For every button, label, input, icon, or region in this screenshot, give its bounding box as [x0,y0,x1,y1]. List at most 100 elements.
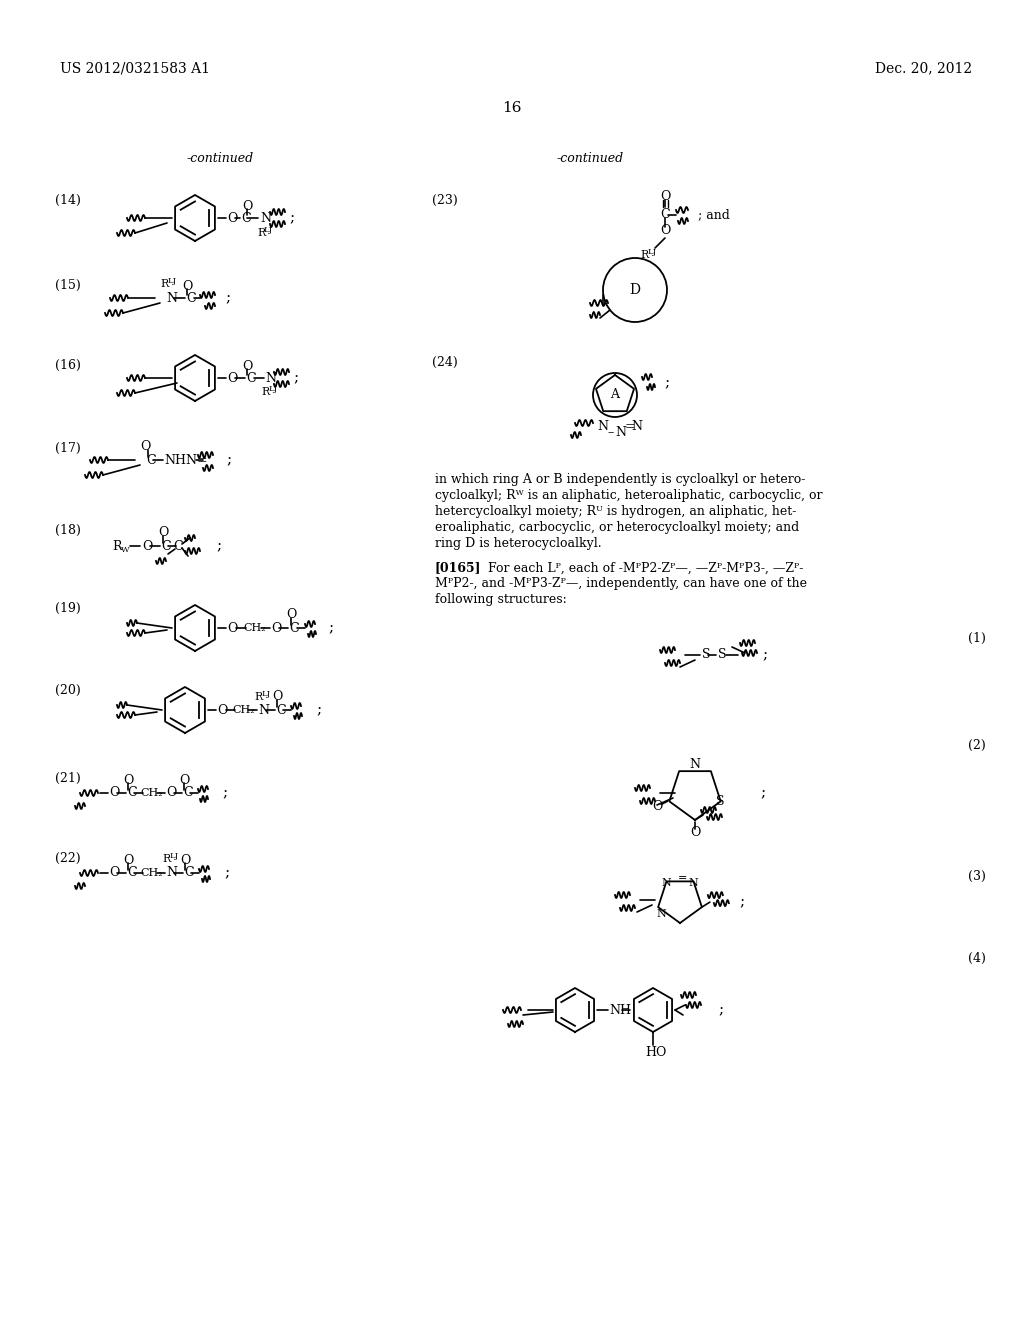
Text: (23): (23) [432,194,458,206]
Text: eroaliphatic, carbocyclic, or heterocycloalkyl moiety; and: eroaliphatic, carbocyclic, or heterocycl… [435,521,800,535]
Text: –: – [607,426,613,440]
Text: O: O [179,774,189,787]
Text: (14): (14) [55,194,81,206]
Text: following structures:: following structures: [435,594,566,606]
Text: ;: ; [222,785,227,800]
Text: LJ: LJ [269,385,278,393]
Text: R: R [254,692,262,702]
Text: -continued: -continued [186,152,254,165]
Text: N: N [662,878,671,888]
Text: =: = [625,421,636,433]
Text: N: N [631,421,642,433]
Text: LJ: LJ [170,851,179,861]
Text: N: N [166,866,177,879]
Text: ;: ; [664,376,669,389]
Text: D: D [630,282,640,297]
Text: N: N [597,421,608,433]
Text: R: R [112,540,122,553]
Text: (24): (24) [432,355,458,368]
Text: N: N [258,704,269,717]
Text: Dec. 20, 2012: Dec. 20, 2012 [874,61,972,75]
Text: R: R [257,228,265,238]
Text: N: N [166,292,177,305]
Text: =: = [678,873,687,883]
Text: O: O [109,787,120,800]
Text: US 2012/0321583 A1: US 2012/0321583 A1 [60,61,210,75]
Text: LJ: LJ [264,226,273,234]
Text: S: S [717,795,725,808]
Text: C: C [276,704,286,717]
Text: O: O [123,854,133,866]
Text: R: R [162,854,170,865]
Text: ;: ; [225,290,230,305]
Text: NH: NH [609,1003,631,1016]
Text: CH₂: CH₂ [232,705,255,715]
Text: For each Lᴾ, each of -MᴾP2-Zᴾ—, —Zᴾ-MᴾP3-, —Zᴾ-: For each Lᴾ, each of -MᴾP2-Zᴾ—, —Zᴾ-MᴾP3… [480,561,804,574]
Text: C: C [161,540,171,553]
Text: O: O [158,527,168,540]
Text: 16: 16 [502,102,522,115]
Text: ;: ; [293,371,298,385]
Text: LJ: LJ [262,690,271,698]
Text: O: O [271,690,283,704]
Text: ;: ; [216,539,221,553]
Text: (19): (19) [55,602,81,615]
Text: ;: ; [718,1003,723,1016]
Text: O: O [180,854,190,866]
Text: O: O [217,704,227,717]
Text: ; and: ; and [698,209,730,222]
Text: N: N [689,878,698,888]
Text: N: N [260,211,271,224]
Text: CH₂: CH₂ [140,869,163,878]
Text: O: O [690,825,700,838]
Text: O: O [242,359,252,372]
Text: C: C [241,211,251,224]
Text: O: O [109,866,120,879]
Text: ;: ; [226,453,231,467]
Text: O: O [227,622,238,635]
Text: C: C [183,787,193,800]
Text: (17): (17) [55,441,81,454]
Text: (15): (15) [55,279,81,292]
Text: O: O [659,190,670,203]
Text: (2): (2) [968,738,986,751]
Text: cycloalkyl; Rᵂ is an aliphatic, heteroaliphatic, carbocyclic, or: cycloalkyl; Rᵂ is an aliphatic, heteroal… [435,490,822,503]
Text: S: S [702,648,711,661]
Text: O: O [652,800,663,813]
Text: N: N [656,908,667,919]
Text: C: C [289,622,299,635]
Text: O: O [140,441,151,454]
Text: C: C [184,866,194,879]
Text: C: C [127,866,136,879]
Text: O: O [242,199,252,213]
Text: C: C [246,371,256,384]
Text: (18): (18) [55,524,81,536]
Text: (4): (4) [968,952,986,965]
Text: C: C [146,454,156,466]
Text: O: O [286,609,296,622]
Text: in which ring A or B independently is cycloalkyl or hetero-: in which ring A or B independently is cy… [435,474,805,487]
Text: (20): (20) [55,684,81,697]
Text: ;: ; [740,895,745,909]
Text: O: O [123,774,133,787]
Text: (1): (1) [968,631,986,644]
Text: O: O [166,787,176,800]
Text: O: O [182,280,193,293]
Text: (22): (22) [55,851,81,865]
Text: A: A [610,388,620,401]
Text: CH₂: CH₂ [243,623,265,634]
Text: ;: ; [328,620,333,635]
Text: (21): (21) [55,771,81,784]
Text: O: O [227,371,238,384]
Text: ;: ; [762,648,767,663]
Text: ;: ; [289,211,294,224]
Text: LJ: LJ [168,277,177,285]
Text: ring D is heterocycloalkyl.: ring D is heterocycloalkyl. [435,537,602,550]
Text: W: W [121,546,130,554]
Text: ;: ; [316,704,322,717]
Text: N: N [265,371,276,384]
Text: [0165]: [0165] [435,561,481,574]
Text: N: N [689,758,700,771]
Text: S: S [718,648,726,661]
Text: O: O [271,622,282,635]
